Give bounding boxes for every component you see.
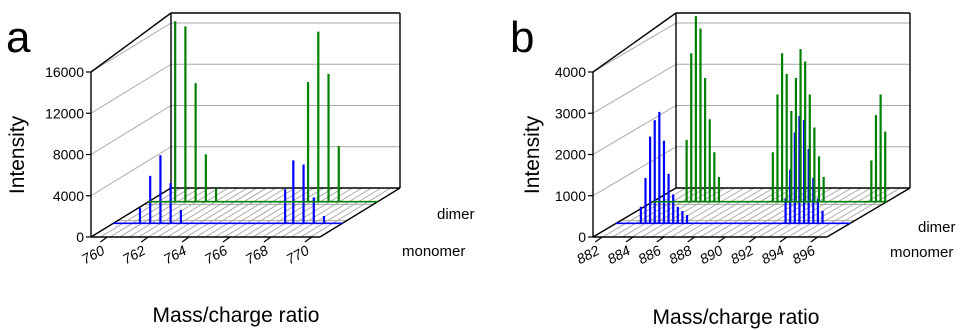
side-grid-line <box>592 105 677 155</box>
floor-left-edge <box>592 187 677 238</box>
panel-a: 0 4000 8000 12000 16000 760 762 764 766 768 770 mon… <box>6 12 475 327</box>
x-tick-label: 896 <box>789 242 817 267</box>
x-tick-label: 892 <box>728 242 756 267</box>
floor-grid-line <box>310 187 391 238</box>
side-grid-line <box>90 63 172 114</box>
floor-grid-line <box>690 187 774 238</box>
floor-grid-line <box>680 187 765 238</box>
left-wall-top-edge <box>90 12 172 73</box>
y-tick-label: 4000 <box>555 64 586 80</box>
y-tick-label: 1000 <box>555 188 586 204</box>
panel-label: b <box>510 13 534 62</box>
x-tick <box>263 236 272 243</box>
x-tick-label: 766 <box>202 242 230 267</box>
floor-right-edge <box>319 187 401 238</box>
floor-grid-line <box>709 187 794 238</box>
left-wall-top-edge <box>592 12 677 73</box>
x-tick <box>779 236 788 243</box>
side-grid-line <box>90 146 172 197</box>
floor-grid-line <box>602 187 687 238</box>
y-tick-label: 2000 <box>555 147 586 163</box>
floor-grid-line <box>768 187 852 238</box>
x-axis-title: Mass/charge ratio <box>153 304 320 327</box>
panel-label: a <box>6 13 31 62</box>
y-tick-label: 8000 <box>53 147 84 163</box>
floor-grid-line <box>660 187 745 238</box>
floor-grid-line <box>281 187 363 238</box>
side-grid-line <box>90 22 172 73</box>
floor-grid-line <box>205 187 286 238</box>
depth-label-monomer: monomer <box>890 244 953 261</box>
floor-grid-line <box>670 187 755 238</box>
x-tick <box>687 236 695 243</box>
x-axis-title: Mass/charge ratio <box>653 306 820 329</box>
x-tick-label: 888 <box>666 242 694 267</box>
floor-grid-line <box>699 187 784 238</box>
x-tick <box>100 236 108 243</box>
x-tick-label: 886 <box>635 242 663 267</box>
floor-grid-line <box>224 187 305 238</box>
x-tick-label: 764 <box>161 242 189 267</box>
y-tick-label: 16000 <box>45 64 84 80</box>
floor-grid-line <box>214 187 296 238</box>
floor-grid-line <box>651 187 735 238</box>
y-tick-label: 0 <box>76 229 84 245</box>
x-tick <box>140 236 149 243</box>
x-tick <box>304 236 313 243</box>
side-grid-line <box>592 146 677 197</box>
floor-right-edge <box>826 187 911 238</box>
x-tick-label: 884 <box>605 242 633 267</box>
floor-grid-line <box>787 187 872 238</box>
x-tick-label: 894 <box>759 242 787 267</box>
floor-grid-line <box>147 187 229 238</box>
x-tick-label: 890 <box>697 242 725 267</box>
y-tick-label: 4000 <box>53 188 84 204</box>
floor-grid-line <box>777 187 862 238</box>
floor-grid-line <box>816 187 901 238</box>
y-tick-label: 0 <box>578 229 586 245</box>
y-axis-title: Intensity <box>521 115 544 194</box>
x-tick-label: 768 <box>243 242 271 267</box>
floor-grid-line <box>719 187 804 238</box>
floor-left-edge <box>90 187 172 238</box>
x-tick <box>718 236 726 243</box>
floor-grid-line <box>186 187 267 238</box>
depth-label-dimer: dimer <box>918 219 956 236</box>
x-tick-label: 770 <box>283 242 311 267</box>
floor-grid-line <box>300 187 382 238</box>
x-tick-label: 762 <box>120 242 148 267</box>
x-tick <box>810 236 819 243</box>
panel-b: 0 1000 2000 3000 4000 882 884 886 888 890 892 894 89… <box>510 12 956 329</box>
x-tick <box>656 236 665 243</box>
depth-label-monomer: monomer <box>402 243 465 260</box>
y-axis-title: Intensity <box>6 115 29 194</box>
x-tick <box>748 236 757 243</box>
floor-grid-line <box>195 187 277 238</box>
x-tick-label: 882 <box>574 242 602 267</box>
side-grid-line <box>90 105 172 155</box>
floor-grid-line <box>243 187 324 238</box>
floor-grid-line <box>291 187 372 238</box>
floor-grid-line <box>176 187 258 238</box>
y-tick-label: 3000 <box>555 105 586 121</box>
floor-grid-line <box>233 187 315 238</box>
floor-grid-line <box>157 187 239 238</box>
x-tick-label: 760 <box>79 242 107 267</box>
y-tick-label: 12000 <box>45 105 84 121</box>
x-tick <box>222 236 231 243</box>
floor-grid-line <box>167 187 248 238</box>
x-tick <box>594 236 603 243</box>
depth-label-dimer: dimer <box>437 206 475 223</box>
floor-grid-line <box>797 187 882 238</box>
x-tick <box>625 236 634 243</box>
side-grid-line <box>592 22 677 73</box>
side-grid-line <box>592 63 677 114</box>
x-tick <box>181 236 190 243</box>
